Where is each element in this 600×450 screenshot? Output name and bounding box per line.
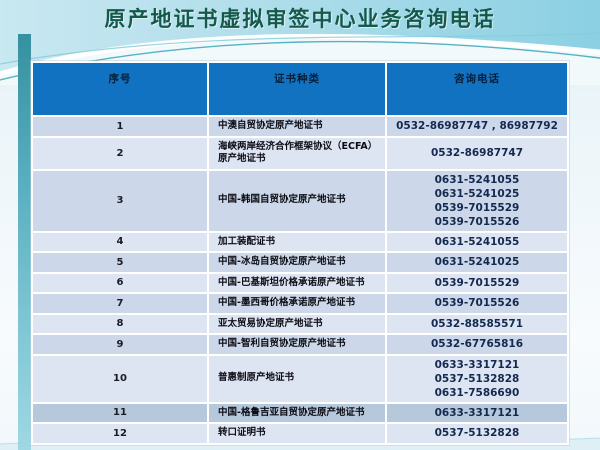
- table-row: 12 转口证明书 0537-5132828: [33, 424, 567, 443]
- certificate-name-cell: 海峡两岸经济合作框架协议（ECFA）原产地证书: [209, 137, 385, 169]
- row-number-cell: 7: [33, 294, 207, 313]
- phone-numbers-cell: 0631-5241025: [387, 253, 567, 272]
- phone-numbers-cell: 0532-86987747 , 86987792: [387, 117, 567, 136]
- certificate-name-cell: 中国-格鲁吉亚自贸协定原产地证书: [209, 403, 385, 422]
- header-cell-phone: 咨询电话: [387, 63, 567, 115]
- phone-line: 0631-5241055: [434, 235, 520, 248]
- table-row: 10 普惠制原产地证书 0633-3317121 0537-5132828 0631…: [33, 355, 567, 402]
- table-row: 8 亚太贸易协定原产地证书 0532-88585571: [33, 314, 567, 333]
- phone-line: 0631-5241025: [434, 256, 520, 269]
- phone-line: 0532-67765816: [430, 338, 524, 351]
- row-number-cell: 4: [33, 232, 207, 251]
- phone-numbers-cell: 0532-67765816: [387, 335, 567, 354]
- row-number-cell: 11: [33, 403, 207, 422]
- phone-line: 0539-7015529: [434, 201, 520, 214]
- row-number-cell: 10: [33, 355, 207, 402]
- table-row: 1 中澳自贸协定原产地证书 0532-86987747 , 86987792: [33, 117, 567, 136]
- table-header-row: 序号 证书种类 咨询电话: [33, 63, 567, 115]
- row-number-cell: 12: [33, 424, 207, 443]
- phone-line: 0537-5132828: [434, 427, 520, 440]
- header-cell-number: 序号: [33, 63, 207, 115]
- left-accent-bar: [18, 34, 31, 450]
- phone-line: 0539-7015526: [434, 297, 520, 310]
- table-row: 7 中国-墨西哥价格承诺原产地证书 0539-7015526: [33, 294, 567, 313]
- slide-title: 原产地证书虚拟审签中心业务咨询电话: [104, 7, 496, 31]
- phone-line: 0633-3317121: [434, 358, 520, 371]
- certificate-name-cell: 中国-墨西哥价格承诺原产地证书: [209, 294, 385, 313]
- table-row: 5 中国-冰岛自贸协定原产地证书 0631-5241025: [33, 253, 567, 272]
- table-row: 2 海峡两岸经济合作框架协议（ECFA）原产地证书 0532-86987747: [33, 137, 567, 169]
- phone-line: 0532-86987747 , 86987792: [396, 120, 558, 133]
- phone-numbers-cell: 0633-3317121 0537-5132828 0631-7586690: [387, 355, 567, 402]
- phone-numbers-cell: 0631-5241055: [387, 232, 567, 251]
- phone-line: 0633-3317121: [434, 406, 520, 419]
- certificate-name-cell: 亚太贸易协定原产地证书: [209, 314, 385, 333]
- certificate-name-cell: 中国-智利自贸协定原产地证书: [209, 335, 385, 354]
- table-row: 11 中国-格鲁吉亚自贸协定原产地证书 0633-3317121: [33, 403, 567, 422]
- certificate-name-cell: 中国-韩国自贸协定原产地证书: [209, 170, 385, 231]
- table-row: 3 中国-韩国自贸协定原产地证书 0631-5241055 0631-524102…: [33, 170, 567, 231]
- certificate-name-cell: 普惠制原产地证书: [209, 355, 385, 402]
- phone-numbers-cell: 0631-5241055 0631-5241025 0539-7015529 0539…: [387, 170, 567, 231]
- certificate-name-cell: 加工装配证书: [209, 232, 385, 251]
- row-number-cell: 8: [33, 314, 207, 333]
- phone-numbers-cell: 0539-7015526: [387, 294, 567, 313]
- row-number-cell: 3: [33, 170, 207, 231]
- row-number-cell: 5: [33, 253, 207, 272]
- table-row: 9 中国-智利自贸协定原产地证书 0532-67765816: [33, 335, 567, 354]
- header-cell-certificate-type: 证书种类: [209, 63, 385, 115]
- certificate-name-cell: 中国-巴基斯坦价格承诺原产地证书: [209, 273, 385, 292]
- row-number-cell: 1: [33, 117, 207, 136]
- certificate-name-cell: 转口证明书: [209, 424, 385, 443]
- phone-line: 0631-7586690: [434, 386, 520, 399]
- phone-line: 0539-7015526: [434, 215, 520, 228]
- origin-table: 序号 证书种类 咨询电话 1 中澳自贸协定原产地证书 0532-86987747…: [31, 61, 569, 445]
- phone-numbers-cell: 0539-7015529: [387, 273, 567, 292]
- phone-numbers-cell: 0633-3317121: [387, 403, 567, 422]
- certificate-name-cell: 中澳自贸协定原产地证书: [209, 117, 385, 136]
- row-number-cell: 9: [33, 335, 207, 354]
- table-body: 1 中澳自贸协定原产地证书 0532-86987747 , 86987792 2…: [33, 117, 567, 443]
- row-number-cell: 2: [33, 137, 207, 169]
- phone-line: 0631-5241055: [434, 173, 520, 186]
- phone-line: 0532-88585571: [430, 317, 524, 330]
- table-row: 4 加工装配证书 0631-5241055: [33, 232, 567, 251]
- row-number-cell: 6: [33, 273, 207, 292]
- table-row: 6 中国-巴基斯坦价格承诺原产地证书 0539-7015529: [33, 273, 567, 292]
- phone-numbers-cell: 0532-88585571: [387, 314, 567, 333]
- phone-numbers-cell: 0532-86987747: [387, 137, 567, 169]
- certificate-name-cell: 中国-冰岛自贸协定原产地证书: [209, 253, 385, 272]
- phone-line: 0539-7015529: [434, 276, 520, 289]
- phone-line: 0631-5241025: [434, 187, 520, 200]
- phone-line: 0532-86987747: [430, 147, 524, 159]
- phone-numbers-cell: 0537-5132828: [387, 424, 567, 443]
- phone-line: 0537-5132828: [434, 372, 520, 385]
